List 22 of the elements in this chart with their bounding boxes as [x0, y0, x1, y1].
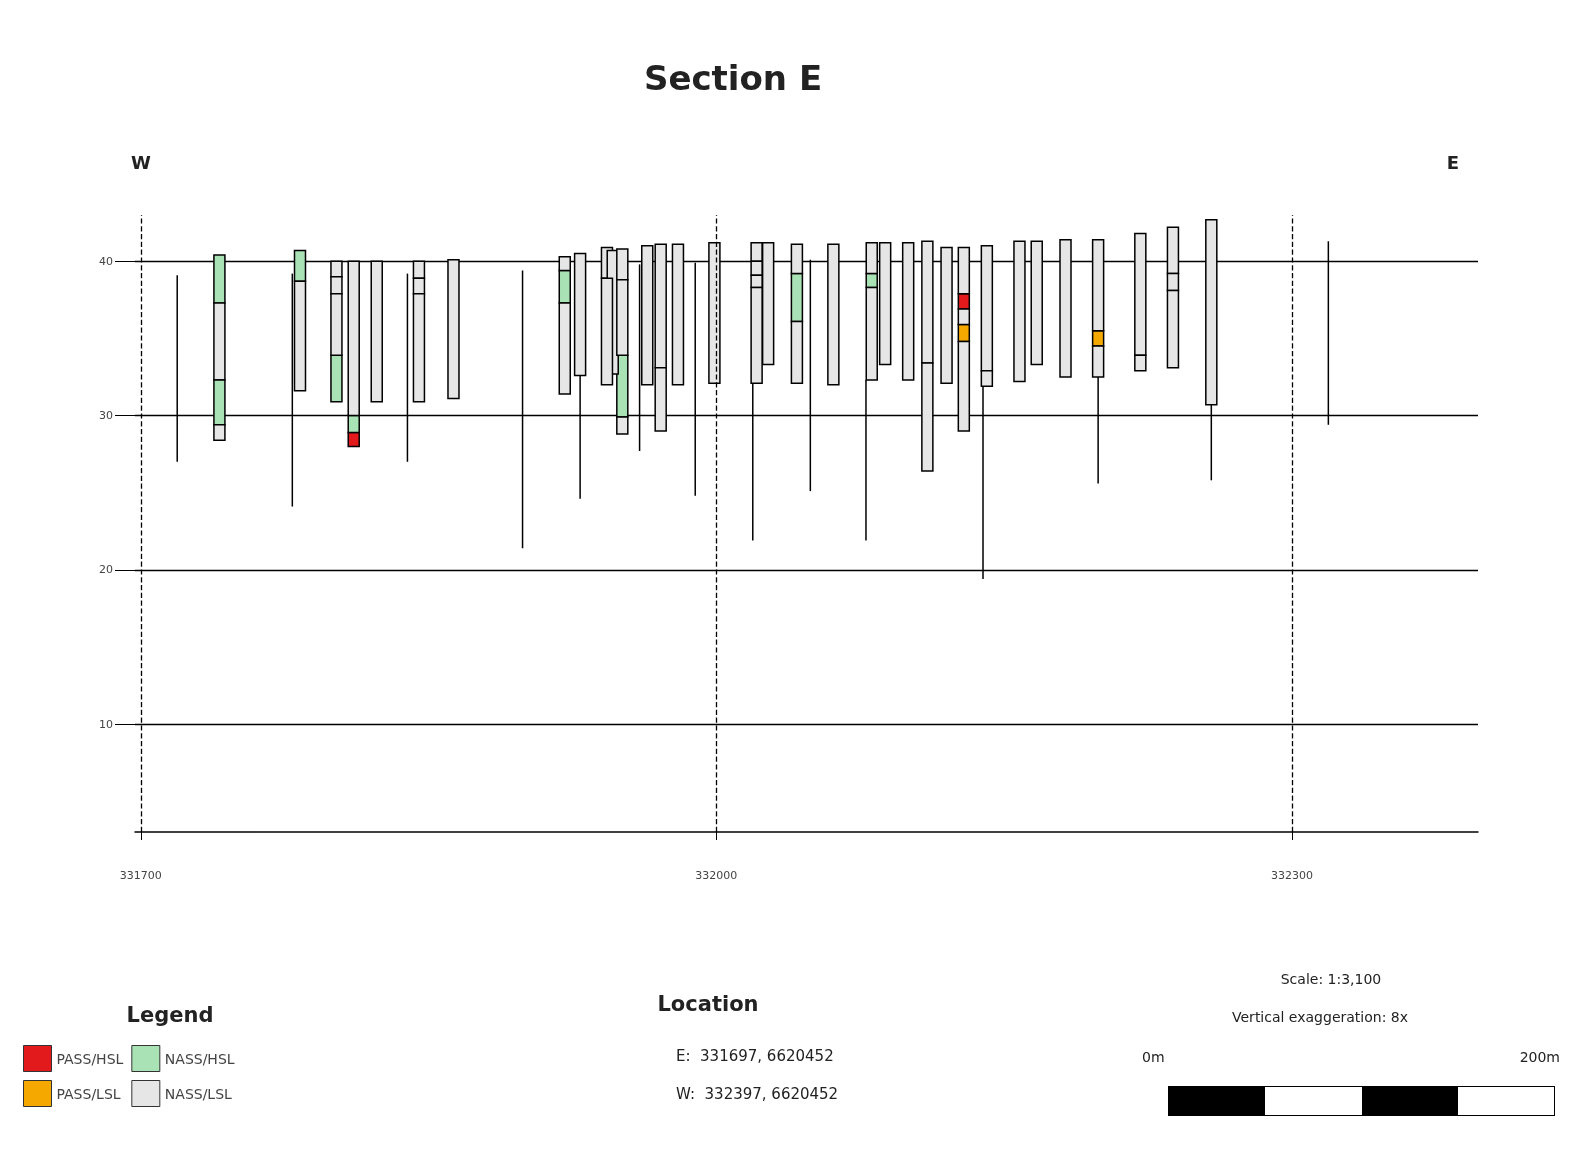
text: W: 332397, 6620452: [676, 1084, 839, 1103]
text: E: [1446, 151, 1460, 173]
text: W: [131, 151, 152, 173]
y-tick-label: 20: [99, 563, 113, 577]
chart-title: Section E: [643, 58, 823, 98]
x-tick-label: 332300: [1270, 869, 1313, 882]
text: E: 331697, 6620452: [676, 1046, 834, 1065]
text: Scale: 1:3,100: [1280, 971, 1382, 987]
legend-title: Legend: [126, 1002, 214, 1027]
text: Location: [657, 991, 759, 1016]
text: Vertical exaggeration: 8x: [1232, 1009, 1408, 1025]
legend-label: NASS/LSL: [164, 1085, 233, 1102]
legend-label: PASS/HSL: [56, 1050, 124, 1067]
y-tick-label: 40: [99, 254, 113, 268]
text: 200m: [1519, 1049, 1560, 1065]
legend-label: PASS/LSL: [56, 1085, 121, 1102]
y-tick-label: 30: [99, 409, 113, 423]
legend-label: NASS/HSL: [164, 1050, 235, 1067]
x-tick-label: 331700: [119, 869, 162, 882]
y-tick-label: 10: [99, 717, 113, 731]
x-tick-label: 332000: [695, 869, 738, 882]
text: 0m: [1142, 1049, 1165, 1065]
